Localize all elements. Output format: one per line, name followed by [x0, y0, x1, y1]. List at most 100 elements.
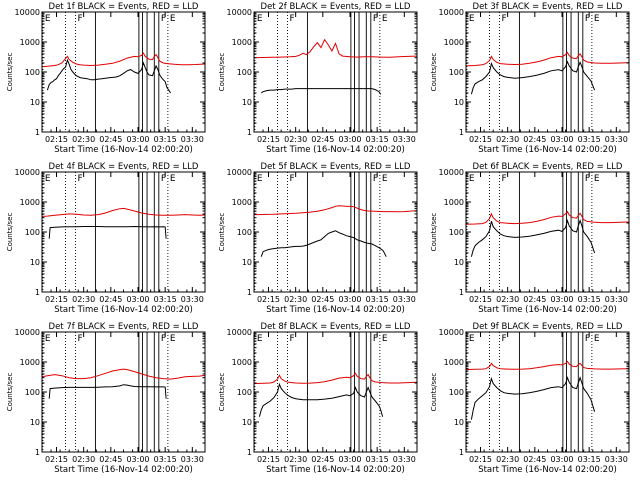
x-axis-label: Start Time (16-Nov-14 02:00:20)	[478, 305, 617, 315]
y-tick-label: 1	[459, 288, 464, 297]
y-tick-label: 10000	[15, 328, 40, 337]
y-tick-label: 10	[242, 418, 252, 427]
marker-label: F	[78, 174, 83, 184]
y-tick-label: 1	[35, 128, 40, 137]
x-tick-label: 02:15	[45, 455, 68, 464]
x-tick-label: 02:30	[284, 135, 307, 144]
series-line-events	[46, 58, 172, 94]
x-axis-label: Start Time (16-Nov-14 02:00:20)	[54, 305, 193, 315]
x-tick-label: 03:15	[578, 455, 601, 464]
y-tick-label: 10	[242, 258, 252, 267]
x-tick-label: 02:45	[99, 455, 122, 464]
marker-label: F	[373, 174, 378, 184]
y-tick-label: 1	[247, 128, 252, 137]
x-tick-label: 03:30	[181, 455, 204, 464]
series-line-events	[470, 218, 596, 257]
plot-frame	[41, 11, 206, 133]
y-tick-label: 10000	[227, 328, 252, 337]
y-tick-label: 1	[459, 128, 464, 137]
series-line-lld	[465, 210, 630, 225]
marker-label: F	[290, 334, 295, 344]
x-tick-label: 03:30	[181, 135, 204, 144]
x-tick-label: 03:15	[366, 135, 389, 144]
y-axis-label: Counts/sec	[430, 373, 438, 412]
y-tick-label: 1000	[444, 198, 464, 207]
y-tick-label: 1	[459, 448, 464, 457]
panel-title: Det 5f BLACK = Events, RED = LLD	[261, 162, 411, 172]
x-tick-label: 03:30	[605, 135, 628, 144]
x-tick-label: 03:30	[605, 455, 628, 464]
y-tick-label: 10	[30, 418, 40, 427]
y-tick-label: 1000	[232, 198, 252, 207]
plot-frame	[41, 331, 206, 453]
panel-title: Det 6f BLACK = Events, RED = LLD	[473, 162, 623, 172]
y-tick-label: 10000	[227, 168, 252, 177]
x-tick-label: 03:30	[605, 295, 628, 304]
x-tick-label: 02:15	[469, 295, 492, 304]
series-line-lld	[254, 205, 418, 216]
x-tick-label: 02:15	[45, 295, 68, 304]
x-tick-label: 03:15	[366, 295, 389, 304]
marker-label: F	[502, 174, 507, 184]
x-tick-label: 02:30	[72, 135, 95, 144]
x-tick-label: 03:30	[393, 135, 416, 144]
marker-label: F	[502, 334, 507, 344]
y-tick-label: 10	[30, 98, 40, 107]
x-tick-label: 03:15	[154, 295, 177, 304]
x-tick-label: 03:00	[126, 295, 149, 304]
y-tick-label: 1000	[20, 358, 40, 367]
x-tick-label: 03:00	[550, 455, 573, 464]
series-line-events	[470, 376, 596, 420]
y-axis-label: Counts/sec	[218, 213, 226, 252]
y-tick-label: 10000	[439, 168, 464, 177]
series-line-lld	[41, 52, 206, 68]
x-tick-label: 02:30	[284, 455, 307, 464]
panel-title: Det 1f BLACK = Events, RED = LLD	[49, 2, 199, 12]
x-tick-label: 02:15	[469, 455, 492, 464]
y-tick-label: 100	[449, 388, 464, 397]
y-tick-label: 100	[25, 228, 40, 237]
y-tick-label: 100	[449, 68, 464, 77]
plot-frame	[41, 171, 206, 293]
x-tick-label: 02:30	[496, 295, 519, 304]
x-tick-label: 03:15	[154, 135, 177, 144]
marker-label: F	[585, 174, 590, 184]
y-tick-label: 10000	[15, 168, 40, 177]
marker-label: F	[585, 334, 590, 344]
panel-title: Det 4f BLACK = Events, RED = LLD	[49, 162, 199, 172]
y-tick-label: 10	[454, 258, 464, 267]
marker-label: F	[502, 14, 507, 24]
marker-label: F	[373, 334, 378, 344]
y-tick-label: 1000	[20, 198, 40, 207]
y-axis-label: Counts/sec	[6, 213, 14, 252]
marker-label: E	[257, 334, 263, 344]
y-tick-label: 1000	[232, 358, 252, 367]
plot-frame	[253, 171, 418, 293]
marker-label: E	[170, 174, 176, 184]
marker-label: E	[382, 174, 388, 184]
x-tick-label: 02:45	[99, 295, 122, 304]
y-tick-label: 100	[237, 68, 252, 77]
marker-label: E	[257, 174, 263, 184]
x-tick-label: 03:00	[550, 295, 573, 304]
y-tick-label: 1	[247, 288, 252, 297]
x-tick-label: 02:15	[257, 135, 280, 144]
x-tick-label: 03:00	[550, 135, 573, 144]
y-tick-label: 1	[35, 448, 40, 457]
marker-label: F	[161, 174, 166, 184]
y-tick-label: 100	[25, 388, 40, 397]
x-tick-label: 03:00	[338, 295, 361, 304]
x-tick-label: 02:15	[257, 295, 280, 304]
series-line-events	[260, 88, 382, 95]
y-tick-label: 10	[30, 258, 40, 267]
series-line-events	[470, 60, 596, 95]
x-tick-label: 02:45	[99, 135, 122, 144]
series-line-events	[48, 225, 167, 239]
x-tick-label: 03:30	[393, 455, 416, 464]
marker-label: F	[373, 14, 378, 24]
